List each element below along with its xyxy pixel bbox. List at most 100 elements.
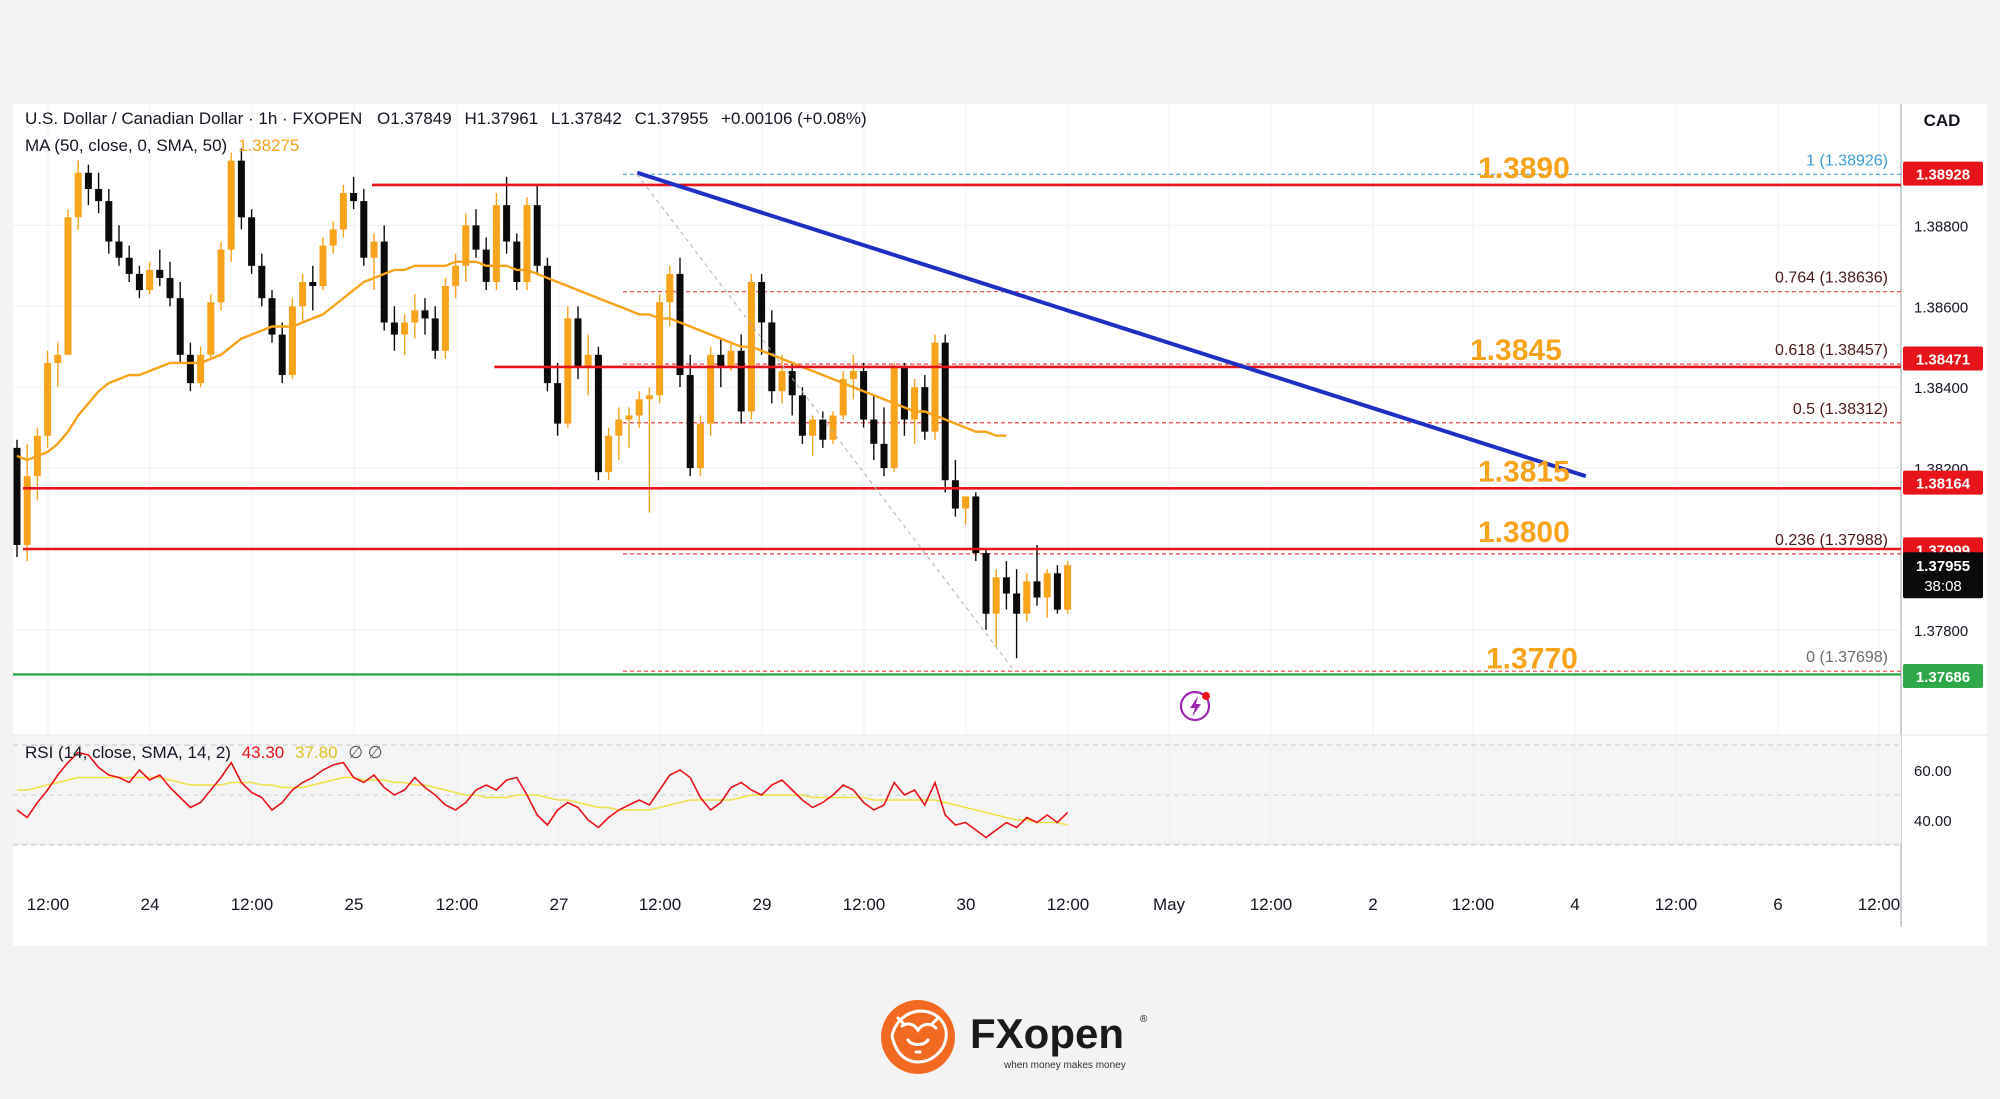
high-value: 1.37961: [477, 109, 538, 128]
grid: [13, 104, 1901, 846]
candle-body: [1023, 581, 1031, 614]
x-tick-label[interactable]: 29: [753, 895, 772, 914]
candle-body: [74, 172, 82, 218]
candle-body: [707, 354, 715, 424]
change-value: +0.00106 (+0.08%): [721, 109, 867, 128]
fib-label: 0 (1.37698): [1806, 649, 1888, 666]
rsi-ma-line: [17, 776, 1068, 826]
last-price-tag[interactable]: 1.37955: [1916, 558, 1970, 575]
candle-body: [666, 273, 674, 303]
currency-label[interactable]: CAD: [1924, 111, 1961, 130]
y-tick-label[interactable]: 1.38800: [1914, 218, 1968, 235]
x-tick-label[interactable]: 12:00: [1047, 895, 1090, 914]
candle-body: [605, 435, 613, 473]
price-axis[interactable]: [1902, 104, 1987, 946]
candle-body: [217, 249, 225, 303]
symbol-title[interactable]: U.S. Dollar / Canadian Dollar · 1h · FXO…: [25, 109, 362, 128]
level-price-tag[interactable]: 1.38928: [1916, 167, 1970, 184]
candle-body: [1013, 593, 1021, 614]
candle-body: [829, 415, 837, 440]
ma-legend-label: MA (50, close, 0, SMA, 50): [25, 136, 227, 155]
candle-body: [911, 387, 919, 420]
x-tick-label[interactable]: 12:00: [1452, 895, 1495, 914]
price-tags: 1.389281.384711.381641.379991.376861.379…: [1903, 161, 1983, 689]
fib-label: 1 (1.38926): [1806, 152, 1888, 169]
y-tick-label[interactable]: 1.37800: [1914, 623, 1968, 640]
open-label: O: [377, 109, 390, 128]
x-tick-label[interactable]: 12:00: [843, 895, 886, 914]
high-label: H: [464, 109, 476, 128]
candle-body: [819, 419, 827, 440]
rsi-pane: [13, 736, 1901, 844]
candle-body: [278, 334, 286, 376]
brand-registered: ®: [1140, 1014, 1148, 1025]
candle-body: [95, 188, 103, 202]
candle-body: [299, 282, 307, 307]
alert-icon[interactable]: [1179, 690, 1211, 722]
x-tick-label[interactable]: 12:00: [1250, 895, 1293, 914]
x-tick-label[interactable]: 2: [1368, 895, 1377, 914]
fib-label: 0.236 (1.37988): [1775, 532, 1888, 549]
candle-body: [319, 245, 327, 287]
level-price-tag[interactable]: 1.38164: [1916, 476, 1971, 493]
candle-body: [696, 423, 704, 469]
x-axis-ticks: 12:00 24 12:00 25 12:00 27 12:00 29 12:00 30 12:00…: [27, 895, 1901, 914]
support-price-tag-bg: [1903, 664, 1983, 689]
last-price-tag-bg: [1903, 552, 1983, 599]
candle-body: [931, 342, 939, 432]
rsi-series: [16, 751, 1069, 839]
level-lines: [13, 183, 1901, 676]
level-label: 1.3800: [1478, 516, 1570, 549]
support-price-tag[interactable]: 1.37686: [1916, 669, 1970, 686]
candle-body: [146, 269, 154, 291]
candle-body: [166, 277, 174, 299]
x-tick-label[interactable]: 12:00: [1655, 895, 1698, 914]
candle-body: [248, 217, 256, 266]
candle-body: [23, 476, 31, 545]
x-tick-label[interactable]: 12:00: [1858, 895, 1901, 914]
candle-body: [380, 241, 388, 323]
candle-body: [84, 172, 92, 189]
candle-body: [370, 241, 378, 258]
rsi-y-tick-label[interactable]: 40.00: [1914, 813, 1952, 830]
candle-body: [890, 366, 898, 469]
candle-body: [543, 265, 551, 384]
rsi-legend-value: 43.30: [242, 743, 285, 762]
candle-body: [197, 354, 205, 384]
candle-body: [962, 496, 970, 509]
x-tick-label[interactable]: 12:00: [639, 895, 682, 914]
candle-body: [758, 282, 766, 323]
candle-body: [411, 310, 419, 323]
candle-body: [880, 443, 888, 469]
y-tick-label[interactable]: 1.38400: [1914, 380, 1968, 397]
x-tick-label[interactable]: 24: [141, 895, 160, 914]
x-tick-label[interactable]: 30: [957, 895, 976, 914]
x-tick-label[interactable]: 25: [345, 895, 364, 914]
rsi-legend[interactable]: RSI (14, close, SMA, 14, 2) 43.30 37.80 …: [25, 743, 383, 762]
candle-body: [390, 322, 398, 335]
candle-body: [350, 193, 358, 202]
ma-legend[interactable]: MA (50, close, 0, SMA, 50) 1.38275: [25, 136, 299, 155]
x-tick-label[interactable]: 27: [550, 895, 569, 914]
rsi-ma-legend-value: 37.80: [295, 743, 338, 762]
candle-body: [513, 241, 521, 282]
x-tick-label[interactable]: 4: [1570, 895, 1579, 914]
rsi-y-tick-label[interactable]: 60.00: [1914, 763, 1952, 780]
candle-body: [625, 415, 633, 420]
chart-card: 1.3890 1.3845 1.3815 1.3800 1.3770 1 (1.38926…: [13, 104, 1987, 946]
x-tick-label[interactable]: 12:00: [436, 895, 479, 914]
x-tick-label[interactable]: May: [1153, 895, 1186, 914]
candle-body: [594, 354, 602, 473]
x-tick-label[interactable]: 6: [1773, 895, 1782, 914]
candle-body: [1033, 581, 1041, 598]
candle-body: [492, 205, 500, 282]
fib-label: 0.618 (1.38457): [1775, 342, 1888, 359]
candle-body: [656, 302, 664, 396]
candle-body: [125, 257, 133, 274]
x-tick-label[interactable]: 12:00: [231, 895, 274, 914]
candle-body: [1064, 565, 1072, 610]
ma-50-line: [16, 260, 1007, 462]
x-tick-label[interactable]: 12:00: [27, 895, 70, 914]
y-tick-label[interactable]: 1.38600: [1914, 299, 1968, 316]
level-price-tag[interactable]: 1.38471: [1916, 351, 1970, 368]
